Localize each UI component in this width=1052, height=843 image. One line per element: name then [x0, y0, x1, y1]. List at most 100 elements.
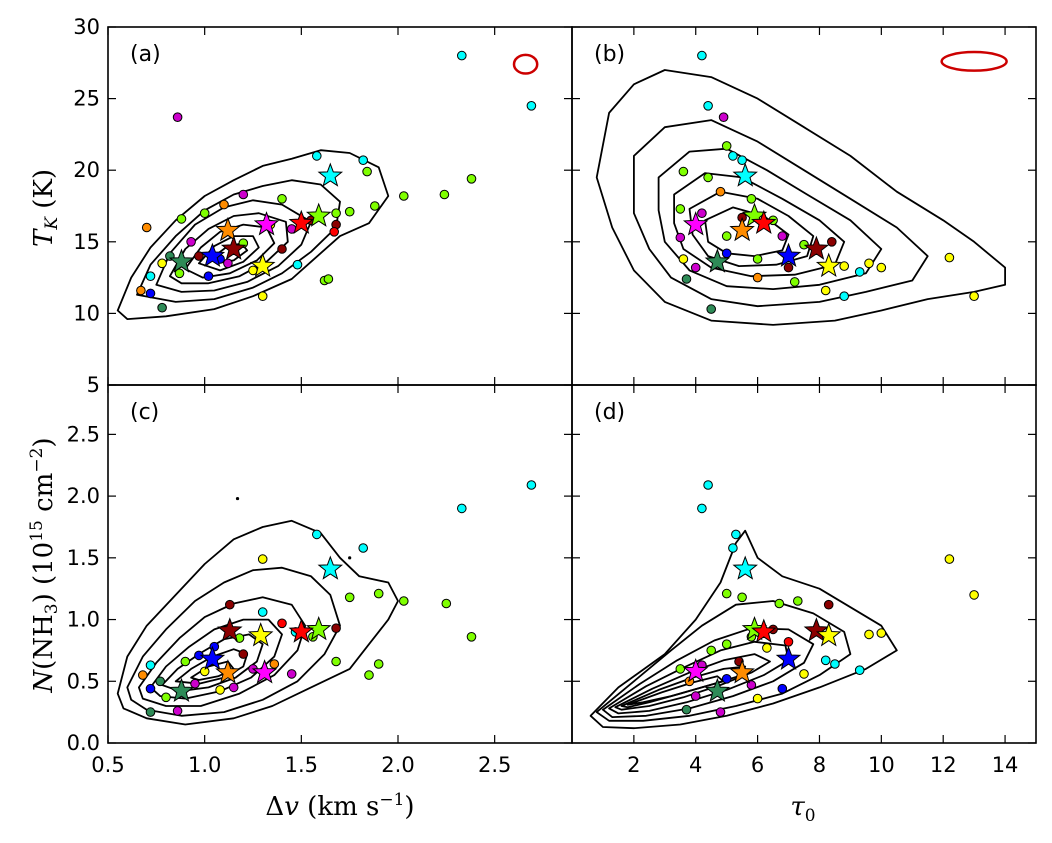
data-point	[876, 262, 887, 273]
data-point	[823, 599, 834, 610]
data-point	[681, 274, 692, 284]
median-star	[815, 622, 842, 647]
data-point	[737, 155, 747, 165]
data-point	[323, 274, 334, 284]
data-point	[854, 665, 865, 676]
data-point	[145, 683, 156, 694]
data-point	[373, 659, 384, 669]
data-point	[157, 302, 167, 313]
contour-level-5	[614, 653, 771, 711]
data-point	[399, 596, 409, 606]
panel-label: (d)	[594, 400, 625, 425]
y-tick-label: 15	[73, 230, 100, 254]
data-point	[799, 239, 809, 250]
median-star	[317, 162, 344, 187]
y-tick-label: 5	[87, 373, 100, 397]
x-tick-label: 8	[813, 753, 826, 777]
median-star	[220, 235, 247, 260]
data-point	[777, 231, 788, 241]
median-star	[215, 659, 241, 684]
contour-level-2	[595, 600, 852, 722]
contour-level-5	[184, 223, 276, 279]
median-star	[682, 657, 709, 683]
y-tick-label: 10	[73, 301, 100, 325]
data-point	[362, 166, 372, 177]
data-point	[864, 629, 874, 640]
y-tick-label: 2.5	[67, 422, 100, 446]
data-point	[145, 660, 156, 671]
contour-speck	[348, 556, 352, 560]
y-tick-label: 25	[73, 87, 100, 111]
median-star	[199, 242, 226, 267]
y-tick-label: 2.0	[67, 484, 100, 508]
data-point	[373, 588, 384, 599]
data-point	[737, 592, 747, 603]
panel-label: (b)	[594, 42, 625, 67]
data-point	[721, 141, 732, 151]
data-point	[678, 254, 689, 264]
panel-label: (c)	[130, 400, 159, 425]
data-point	[969, 291, 979, 302]
median-star	[288, 618, 315, 643]
data-point	[186, 237, 196, 247]
data-point	[783, 262, 794, 273]
contour-level-6	[198, 235, 260, 272]
beam-ellipse	[512, 53, 539, 75]
x-tick-label: 1.5	[285, 753, 318, 777]
data-point	[174, 268, 185, 279]
median-star	[751, 209, 777, 235]
data-point	[827, 237, 837, 247]
data-point	[752, 254, 763, 264]
contour-level-1	[589, 529, 898, 730]
data-point	[697, 50, 707, 61]
contour-level-1	[116, 149, 390, 320]
contour-level-5	[688, 190, 815, 267]
median-star	[704, 677, 731, 703]
data-point	[728, 151, 738, 161]
axes-frame	[571, 384, 1037, 744]
data-point	[526, 101, 537, 111]
x-tick-label: 2.0	[381, 753, 414, 777]
median-star	[199, 645, 226, 670]
data-point	[238, 649, 249, 659]
x-tick-label: 4	[689, 753, 702, 777]
data-point	[399, 191, 409, 201]
data-point	[706, 645, 717, 656]
data-point	[703, 101, 713, 111]
data-point	[675, 664, 686, 674]
contour-level-1	[116, 519, 399, 726]
data-point	[526, 480, 537, 490]
median-star	[249, 252, 276, 278]
data-point	[141, 222, 152, 233]
data-point	[145, 271, 156, 282]
data-point	[944, 554, 955, 564]
median-star	[751, 618, 777, 643]
data-point	[830, 659, 840, 669]
data-point	[215, 685, 225, 695]
data-point	[238, 189, 249, 200]
data-point	[457, 503, 467, 514]
x-tick-label: 6	[751, 753, 764, 777]
data-point	[344, 592, 355, 603]
data-point	[839, 261, 850, 271]
data-point	[697, 503, 707, 514]
data-point	[331, 656, 341, 667]
data-point	[190, 678, 200, 689]
panel-label: (a)	[130, 42, 161, 67]
median-star	[803, 617, 830, 642]
y-tick-label: 0.5	[67, 669, 100, 693]
data-point	[721, 588, 732, 599]
data-point	[718, 112, 729, 122]
beam-ellipse	[940, 50, 1008, 72]
contour-level-2	[136, 179, 341, 303]
data-point	[257, 554, 268, 564]
data-point	[681, 704, 692, 715]
median-star	[305, 615, 332, 641]
median-star	[317, 555, 344, 580]
x-tick-label: 12	[930, 753, 957, 777]
contour-speck	[235, 496, 240, 501]
data-point	[364, 670, 374, 680]
median-star	[215, 216, 241, 242]
data-point	[155, 676, 165, 687]
data-point	[331, 208, 341, 218]
